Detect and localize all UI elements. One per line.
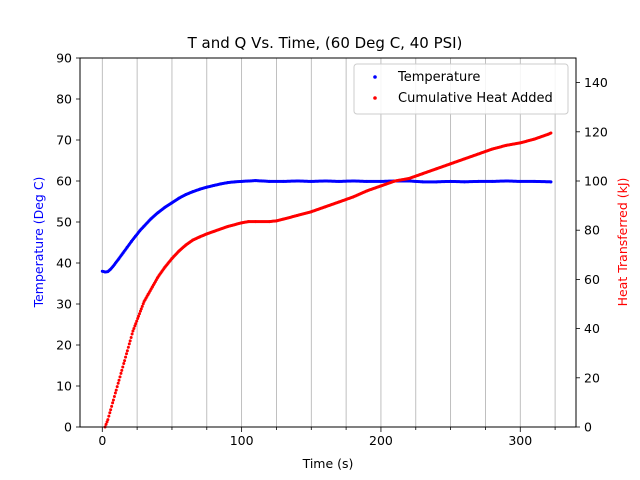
y-left-tick-label: 0 bbox=[64, 420, 72, 435]
y-left-tick-label: 30 bbox=[56, 297, 72, 312]
y-axis-right-ticks: 0 20 40 60 80 100 120 140 bbox=[576, 75, 608, 435]
y-right-tick-label: 0 bbox=[584, 420, 592, 435]
heat-point bbox=[112, 394, 116, 398]
y-axis-left-title: Temperature (Deg C) bbox=[31, 177, 46, 309]
chart-title: T and Q Vs. Time, (60 Deg C, 40 PSI) bbox=[187, 34, 463, 52]
y-right-tick-label: 80 bbox=[584, 223, 600, 238]
heat-point bbox=[118, 375, 122, 379]
heat-series bbox=[103, 131, 553, 429]
x-tick-label: 300 bbox=[508, 433, 532, 448]
heat-point bbox=[137, 312, 141, 316]
heat-point bbox=[121, 365, 125, 369]
y-right-tick-label: 100 bbox=[584, 174, 608, 189]
legend-marker-temperature bbox=[373, 75, 377, 79]
heat-point bbox=[113, 391, 117, 395]
heat-point bbox=[549, 131, 553, 135]
heat-point bbox=[116, 381, 120, 385]
y-right-tick-label: 140 bbox=[584, 75, 608, 90]
temperature-point bbox=[549, 180, 553, 184]
heat-point bbox=[137, 314, 141, 318]
heat-point bbox=[128, 339, 132, 343]
heat-point bbox=[110, 404, 114, 408]
heat-point bbox=[132, 326, 136, 330]
grid-layer bbox=[101, 58, 556, 427]
heat-point bbox=[119, 371, 123, 375]
x-tick-label: 100 bbox=[230, 433, 254, 448]
y-axis-left-ticks: 0 10 20 30 40 50 60 70 80 90 bbox=[56, 51, 80, 435]
x-axis-ticks: 0 100 200 300 bbox=[98, 427, 556, 448]
heat-point bbox=[134, 322, 138, 326]
heat-point bbox=[111, 401, 115, 405]
heat-point bbox=[117, 378, 121, 382]
heat-point bbox=[122, 362, 126, 366]
heat-point bbox=[106, 418, 110, 422]
y-left-tick-label: 50 bbox=[56, 215, 72, 230]
heat-point bbox=[127, 342, 131, 346]
legend-marker-heat bbox=[373, 96, 377, 100]
y-left-tick-label: 20 bbox=[56, 338, 72, 353]
y-left-tick-label: 10 bbox=[56, 379, 72, 394]
heat-point bbox=[104, 422, 108, 426]
y-left-tick-label: 90 bbox=[56, 51, 72, 66]
legend-label-temperature: Temperature bbox=[397, 70, 480, 85]
y-left-tick-label: 60 bbox=[56, 174, 72, 189]
y-left-tick-label: 70 bbox=[56, 133, 72, 148]
y-right-tick-label: 20 bbox=[584, 370, 600, 385]
y-right-tick-label: 40 bbox=[584, 321, 600, 336]
y-left-tick-label: 40 bbox=[56, 256, 72, 271]
x-axis-title: Time (s) bbox=[302, 456, 354, 471]
heat-point bbox=[129, 335, 133, 339]
temperature-series bbox=[100, 179, 553, 274]
y-right-tick-label: 120 bbox=[584, 124, 608, 139]
y-left-tick-label: 80 bbox=[56, 92, 72, 107]
heat-point bbox=[123, 359, 127, 363]
heat-point bbox=[124, 355, 128, 359]
heat-point bbox=[114, 388, 118, 392]
legend-box bbox=[353, 63, 569, 115]
heat-point bbox=[115, 385, 119, 389]
heat-point bbox=[140, 304, 144, 308]
heat-point bbox=[130, 332, 134, 336]
heat-point bbox=[135, 319, 139, 323]
heat-point bbox=[108, 411, 112, 415]
plot-frame bbox=[79, 57, 577, 428]
x-tick-label: 200 bbox=[369, 433, 393, 448]
y-axis-right-title: Heat Transferred (kJ) bbox=[615, 178, 630, 307]
heat-point bbox=[139, 307, 143, 311]
legend-label-heat: Cumulative Heat Added bbox=[398, 91, 553, 106]
heat-point bbox=[131, 329, 135, 333]
heat-point bbox=[111, 398, 115, 402]
x-tick-label: 0 bbox=[98, 433, 106, 448]
heat-point bbox=[125, 352, 129, 356]
heat-point bbox=[125, 349, 129, 353]
heat-point bbox=[126, 345, 130, 349]
legend: Temperature Cumulative Heat Added bbox=[353, 63, 569, 115]
heat-point bbox=[107, 414, 111, 418]
heat-point bbox=[120, 368, 124, 372]
heat-point bbox=[109, 408, 113, 412]
y-right-tick-label: 60 bbox=[584, 272, 600, 287]
